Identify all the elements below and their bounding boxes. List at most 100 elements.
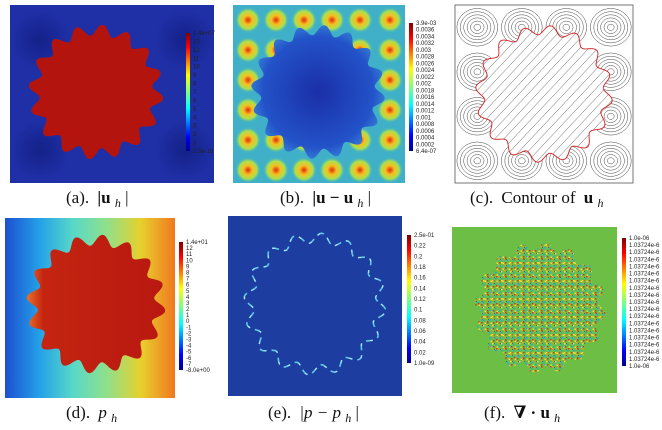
panel-a-interface-region bbox=[28, 24, 164, 160]
vortex-streamline bbox=[607, 157, 615, 165]
colorbar-tick-label: 1.03724e-6 bbox=[629, 279, 660, 285]
colorbar-tick-label: 9 bbox=[186, 264, 190, 270]
colorbar-tick-label: 0.001 bbox=[416, 115, 432, 121]
panel-e-background bbox=[228, 216, 402, 396]
vortex-streamline bbox=[456, 8, 498, 47]
error-hotspot bbox=[291, 7, 317, 33]
interior-streamline bbox=[514, 25, 613, 163]
panel-e-speckle bbox=[228, 216, 402, 396]
colorbar-tick-label: 0.2 bbox=[414, 254, 423, 260]
colorbar-tick-label: 0.0026 bbox=[416, 61, 435, 67]
error-hotspot bbox=[347, 157, 373, 183]
colorbar-tick-label: -5 bbox=[186, 350, 192, 356]
interior-streamline bbox=[475, 25, 576, 163]
colorbar-tick-label: 1.03724e-6 bbox=[629, 264, 660, 270]
colorbar-tick-label: 0.0016 bbox=[416, 95, 435, 101]
vortex-streamline bbox=[593, 144, 629, 177]
vortex-streamline bbox=[603, 109, 618, 123]
colorbar-tick-label: 0.0028 bbox=[416, 55, 435, 61]
panel-e-colorbar-labels: 2.5e-01 0.22 0.2 0.18 0.16 0.14 0.12 0.1 0.08 0.0… bbox=[414, 233, 435, 367]
caption-prefix: (b). bbox=[280, 188, 304, 207]
panel-d-colorbar bbox=[179, 242, 183, 370]
colorbar-tick-label: 1.4e+01 bbox=[186, 240, 209, 246]
caption-prefix: (f). bbox=[484, 403, 505, 422]
error-hotspot bbox=[235, 157, 261, 183]
error-hotspot bbox=[235, 97, 261, 123]
colorbar-tick-label: 0.18 bbox=[414, 265, 426, 271]
vortex-streamline bbox=[600, 151, 622, 171]
panel-c: (c). Contour of u h bbox=[454, 4, 634, 210]
colorbar-tick-label: 0.1 bbox=[414, 308, 423, 314]
colorbar-tick-label: 1.03724e-6 bbox=[629, 357, 660, 363]
colorbar-tick-label: 1.03724e-6 bbox=[629, 300, 660, 306]
colorbar-tick-label: 11 bbox=[193, 56, 200, 62]
caption-subscript: h bbox=[345, 411, 351, 425]
vortex-streamline bbox=[596, 14, 625, 41]
interior-streamline bbox=[475, 25, 558, 163]
error-hotspot bbox=[377, 67, 403, 93]
colorbar-tick-label: 6 bbox=[186, 283, 190, 289]
colorbar-tick-label: 0.0012 bbox=[416, 109, 435, 115]
vortex-streamline bbox=[603, 20, 618, 34]
vortex-streamline bbox=[603, 154, 618, 168]
error-hotspot bbox=[377, 7, 403, 33]
colorbar-tick-label: 1.0e-09 bbox=[414, 361, 435, 367]
caption-math: |u bbox=[97, 188, 110, 207]
vortex-streamline bbox=[470, 65, 485, 79]
colorbar-tick-label: 0.0032 bbox=[416, 41, 435, 47]
error-hotspot bbox=[377, 127, 403, 153]
vortex-streamline bbox=[514, 154, 529, 168]
panel-f-caption: (f). ∇ · u h bbox=[484, 403, 560, 425]
colorbar-tick-label: -3 bbox=[186, 338, 192, 344]
error-hotspot bbox=[235, 127, 261, 153]
caption-math: p bbox=[97, 403, 107, 422]
error-hotspot bbox=[377, 37, 403, 63]
colorbar-tick-label: 1.03724e-6 bbox=[629, 272, 660, 278]
colorbar-tick-label: 1.03724e-6 bbox=[629, 328, 660, 334]
error-hotspot bbox=[377, 97, 403, 123]
panel-f: 1.0e-061.03724e-61.03724e-61.03724e-61.0… bbox=[452, 227, 660, 425]
vortex-streamline bbox=[559, 20, 574, 34]
caption-subscript: h bbox=[597, 196, 603, 210]
colorbar-tick-label: 0.002 bbox=[416, 82, 432, 88]
colorbar-tick-label: 1 bbox=[193, 141, 197, 147]
vortex-streamline bbox=[463, 148, 492, 174]
colorbar-tick-label: 0.0024 bbox=[416, 68, 435, 74]
panel-a-colorbar bbox=[186, 33, 190, 151]
caption-suffix: | bbox=[356, 403, 359, 422]
colorbar-tick-label: 1.03724e-6 bbox=[629, 321, 660, 327]
colorbar-tick-label: 0.0018 bbox=[416, 88, 435, 94]
caption-suffix: | bbox=[125, 188, 128, 207]
caption-subscript: h bbox=[115, 196, 121, 210]
vortex-streamline bbox=[607, 23, 615, 31]
interior-streamline bbox=[496, 25, 613, 163]
colorbar-tick-label: -4 bbox=[186, 344, 192, 350]
panel-a-caption: (a). |u h | bbox=[66, 188, 128, 211]
caption-subscript: h bbox=[357, 196, 363, 210]
colorbar-tick-label: 8 bbox=[186, 271, 190, 277]
colorbar-tick-label: 0.003 bbox=[416, 48, 432, 54]
colorbar-tick-label: 1.03724e-6 bbox=[629, 286, 660, 292]
colorbar-tick-label: 2 bbox=[193, 132, 197, 138]
colorbar-tick-label: 10 bbox=[193, 65, 200, 71]
error-hotspot bbox=[263, 157, 289, 183]
colorbar-tick-label: 2.5e-01 bbox=[414, 233, 435, 239]
colorbar-tick-label: 1.03724e-6 bbox=[629, 336, 660, 342]
colorbar-tick-label: 12 bbox=[193, 48, 200, 54]
panel-b-interior-region bbox=[251, 25, 385, 159]
colorbar-tick-label: 7 bbox=[193, 90, 197, 96]
vortex-streamline bbox=[473, 157, 481, 165]
error-hotspot bbox=[347, 7, 373, 33]
vortex-streamline bbox=[473, 23, 481, 31]
vortex-streamline bbox=[460, 11, 495, 44]
colorbar-tick-label: 0.0002 bbox=[416, 142, 435, 148]
vortex-streamline bbox=[562, 23, 570, 31]
colorbar-tick-label: 0.22 bbox=[414, 244, 426, 250]
colorbar-tick-label: 11 bbox=[186, 252, 193, 258]
vortex-streamline bbox=[590, 8, 632, 47]
caption-suffix: | bbox=[368, 188, 371, 207]
caption-math: u bbox=[584, 188, 593, 207]
panel-b-colorbar bbox=[409, 23, 413, 151]
colorbar-tick-label: -6 bbox=[186, 356, 192, 362]
